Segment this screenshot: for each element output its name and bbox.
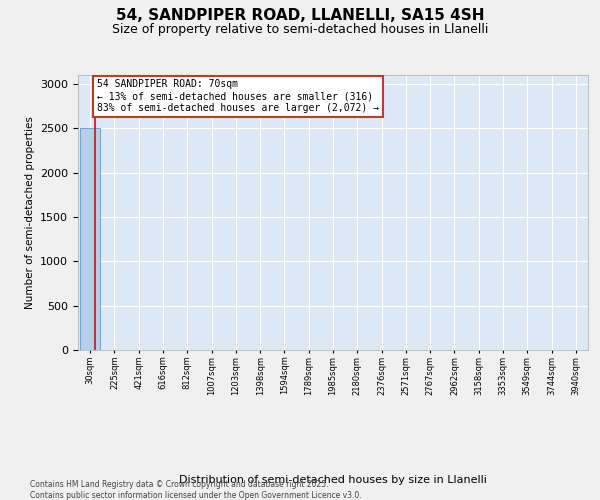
Text: Size of property relative to semi-detached houses in Llanelli: Size of property relative to semi-detach… xyxy=(112,22,488,36)
Text: Contains HM Land Registry data © Crown copyright and database right 2025.
Contai: Contains HM Land Registry data © Crown c… xyxy=(30,480,362,500)
Y-axis label: Number of semi-detached properties: Number of semi-detached properties xyxy=(25,116,35,309)
Text: Distribution of semi-detached houses by size in Llanelli: Distribution of semi-detached houses by … xyxy=(179,475,487,485)
Bar xyxy=(80,128,100,350)
Text: 54 SANDPIPER ROAD: 70sqm
← 13% of semi-detached houses are smaller (316)
83% of : 54 SANDPIPER ROAD: 70sqm ← 13% of semi-d… xyxy=(97,80,379,112)
Text: 54, SANDPIPER ROAD, LLANELLI, SA15 4SH: 54, SANDPIPER ROAD, LLANELLI, SA15 4SH xyxy=(116,8,484,22)
